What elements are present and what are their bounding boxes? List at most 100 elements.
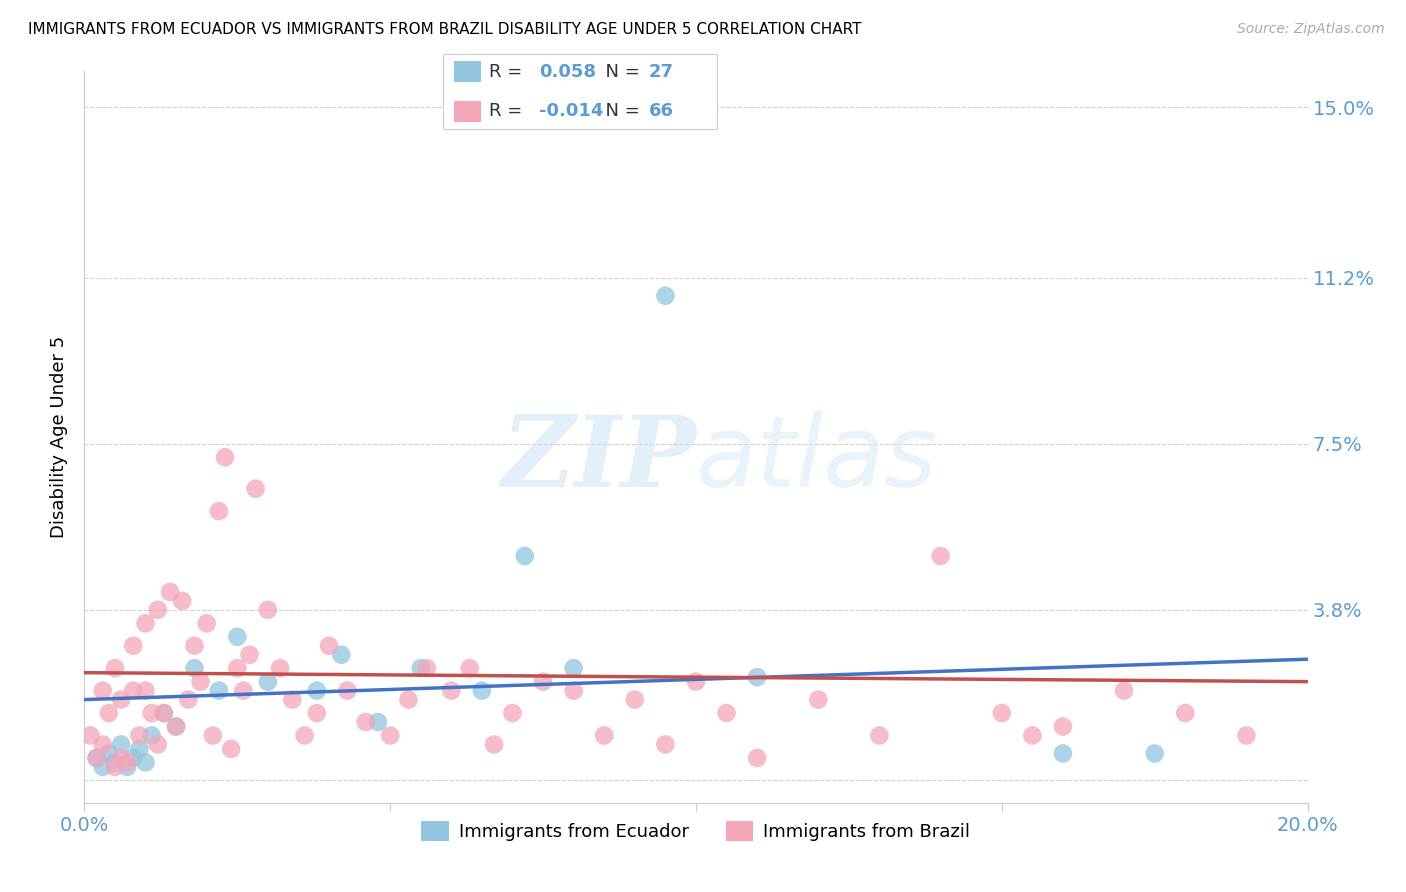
Point	[471, 683, 494, 698]
Point	[1052, 719, 1074, 733]
Point	[110, 751, 132, 765]
Point	[416, 661, 439, 675]
Point	[294, 729, 316, 743]
Point	[226, 661, 249, 675]
Bar	[454, 101, 481, 122]
Text: R =: R =	[489, 103, 529, 120]
Point	[654, 289, 676, 303]
Point	[330, 648, 353, 662]
Text: 66: 66	[648, 103, 673, 120]
Point	[91, 683, 114, 698]
Point	[531, 674, 554, 689]
Point	[869, 729, 891, 743]
Point	[122, 639, 145, 653]
Point	[141, 706, 163, 720]
Point	[409, 661, 432, 675]
Point	[141, 729, 163, 743]
Point	[716, 706, 738, 720]
Point	[104, 756, 127, 770]
Point	[86, 751, 108, 765]
Point	[115, 760, 138, 774]
Point	[562, 661, 585, 675]
Point	[354, 714, 377, 729]
Point	[91, 760, 114, 774]
Point	[807, 692, 830, 706]
Point	[183, 661, 205, 675]
Point	[135, 683, 157, 698]
Point	[654, 738, 676, 752]
Point	[1236, 729, 1258, 743]
Point	[91, 738, 114, 752]
Point	[593, 729, 616, 743]
Point	[281, 692, 304, 706]
Text: R =: R =	[489, 62, 529, 80]
Point	[1052, 747, 1074, 761]
Point	[305, 706, 328, 720]
Point	[153, 706, 176, 720]
Point	[747, 670, 769, 684]
Point	[1021, 729, 1043, 743]
Text: 27: 27	[648, 62, 673, 80]
Point	[135, 756, 157, 770]
Point	[336, 683, 359, 698]
Point	[146, 603, 169, 617]
Point	[122, 751, 145, 765]
Text: 0.058: 0.058	[538, 62, 596, 80]
Point	[1143, 747, 1166, 761]
Text: N =: N =	[593, 103, 645, 120]
Point	[128, 729, 150, 743]
Point	[232, 683, 254, 698]
Point	[110, 692, 132, 706]
Point	[257, 674, 280, 689]
Point	[214, 450, 236, 465]
Text: ZIP: ZIP	[501, 411, 696, 508]
Point	[122, 683, 145, 698]
Point	[562, 683, 585, 698]
Point	[183, 639, 205, 653]
Text: Source: ZipAtlas.com: Source: ZipAtlas.com	[1237, 22, 1385, 37]
Point	[128, 742, 150, 756]
Point	[219, 742, 242, 756]
Point	[165, 719, 187, 733]
Point	[1174, 706, 1197, 720]
Point	[79, 729, 101, 743]
Point	[245, 482, 267, 496]
Point	[440, 683, 463, 698]
Point	[97, 706, 120, 720]
Point	[201, 729, 224, 743]
Point	[208, 683, 231, 698]
Point	[208, 504, 231, 518]
Point	[110, 738, 132, 752]
Text: -0.014: -0.014	[538, 103, 603, 120]
Point	[747, 751, 769, 765]
Point	[104, 760, 127, 774]
Point	[172, 594, 194, 608]
Point	[991, 706, 1014, 720]
Point	[86, 751, 108, 765]
FancyBboxPatch shape	[443, 54, 717, 129]
Point	[624, 692, 647, 706]
Point	[153, 706, 176, 720]
Point	[458, 661, 481, 675]
Y-axis label: Disability Age Under 5: Disability Age Under 5	[51, 336, 69, 538]
Point	[165, 719, 187, 733]
Point	[190, 674, 212, 689]
Point	[367, 714, 389, 729]
Point	[513, 549, 536, 563]
Point	[380, 729, 402, 743]
Point	[269, 661, 291, 675]
Text: IMMIGRANTS FROM ECUADOR VS IMMIGRANTS FROM BRAZIL DISABILITY AGE UNDER 5 CORRELA: IMMIGRANTS FROM ECUADOR VS IMMIGRANTS FR…	[28, 22, 862, 37]
Point	[177, 692, 200, 706]
Point	[929, 549, 952, 563]
Point	[104, 661, 127, 675]
Point	[482, 738, 505, 752]
Point	[238, 648, 260, 662]
Text: N =: N =	[593, 62, 645, 80]
Point	[159, 585, 181, 599]
Point	[226, 630, 249, 644]
Point	[97, 747, 120, 761]
Point	[685, 674, 707, 689]
Point	[146, 738, 169, 752]
Point	[195, 616, 218, 631]
Bar	[454, 62, 481, 82]
